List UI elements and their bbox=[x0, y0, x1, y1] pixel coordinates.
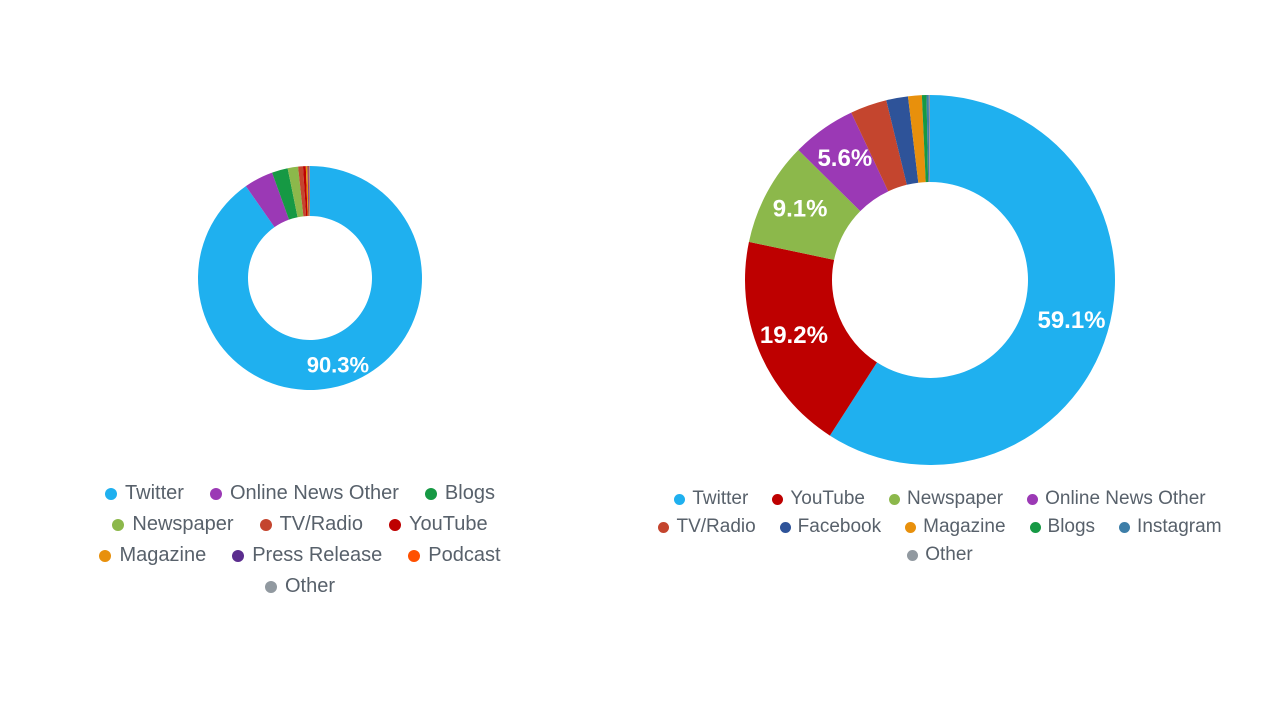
legend-item-label: Press Release bbox=[252, 544, 383, 566]
donut-slice[interactable] bbox=[926, 95, 930, 183]
legend-color-dot-icon bbox=[1027, 493, 1039, 505]
slice-percentage-label: 19.2% bbox=[760, 322, 828, 349]
donut-slice[interactable] bbox=[748, 150, 861, 260]
legend-color-dot-icon bbox=[779, 521, 791, 533]
legend-item-label: Online News Other bbox=[1045, 488, 1206, 509]
legend-item[interactable]: TV/Radio bbox=[658, 516, 756, 538]
donut-svg: 59.1% 19.2% 9.1% 5.6% bbox=[745, 95, 1115, 465]
donut-chart-panel-left: 90.3% Twitter Online News Other Blogs Newsp… bbox=[0, 0, 600, 720]
legend-item-label: Podcast bbox=[428, 544, 501, 566]
donut-svg: 90.3% bbox=[198, 166, 423, 390]
donut-slice[interactable] bbox=[886, 96, 919, 185]
legend-item[interactable]: Twitter bbox=[674, 488, 748, 510]
legend-item-label: TV/Radio bbox=[279, 513, 363, 535]
legend-item[interactable]: Blogs bbox=[424, 482, 495, 505]
donut-chart-left: 90.3% bbox=[0, 0, 620, 420]
donut-slice[interactable] bbox=[851, 100, 907, 192]
legend-item[interactable]: YouTube bbox=[772, 488, 865, 510]
legend-color-dot-icon bbox=[264, 580, 277, 593]
legend-item-label: YouTube bbox=[408, 513, 488, 535]
legend-item[interactable]: Blogs bbox=[1029, 516, 1096, 538]
donut-slice[interactable] bbox=[245, 172, 289, 228]
legend-item-label: Newspaper bbox=[907, 488, 1004, 509]
legend-color-dot-icon bbox=[772, 493, 784, 505]
slice-percentage-label: 90.3% bbox=[307, 353, 369, 378]
donut-slice[interactable] bbox=[309, 166, 310, 217]
legend-color-dot-icon bbox=[658, 521, 670, 533]
legend-item[interactable]: Newspaper bbox=[112, 513, 234, 536]
donut-slice[interactable] bbox=[272, 168, 298, 220]
legend-item-label: Other bbox=[284, 575, 336, 597]
legend-color-dot-icon bbox=[209, 487, 222, 500]
chart-legend-left: Twitter Online News Other Blogs Newspaper TV… bbox=[0, 482, 600, 598]
legend-item[interactable]: Other bbox=[264, 575, 336, 598]
donut-slice[interactable] bbox=[829, 95, 1115, 465]
legend-item[interactable]: Twitter bbox=[105, 482, 184, 505]
legend-item-label: Blogs bbox=[1047, 516, 1096, 537]
donut-chart-right: 59.1% 19.2% 9.1% 5.6% bbox=[600, 0, 1260, 495]
legend-color-dot-icon bbox=[905, 521, 917, 533]
legend-item-label: TV/Radio bbox=[676, 516, 756, 537]
legend-item-label: Other bbox=[925, 544, 973, 565]
legend-color-dot-icon bbox=[1119, 521, 1131, 533]
legend-item-label: YouTube bbox=[790, 488, 865, 509]
donut-slice[interactable] bbox=[907, 95, 926, 183]
donut-slice[interactable] bbox=[798, 112, 889, 212]
legend-color-dot-icon bbox=[408, 549, 421, 562]
legend-color-dot-icon bbox=[99, 549, 112, 562]
legend-item-label: Twitter bbox=[692, 488, 749, 509]
donut-slice[interactable] bbox=[298, 166, 307, 217]
legend-item-label: Newspaper bbox=[132, 513, 234, 535]
legend-item-label: Magazine bbox=[119, 544, 207, 566]
donut-slice[interactable] bbox=[921, 95, 929, 183]
legend-item-label: Twitter bbox=[125, 482, 184, 504]
legend-color-dot-icon bbox=[1029, 521, 1041, 533]
chart-legend-right: Twitter YouTube Newspaper Online News Other… bbox=[600, 488, 1280, 566]
legend-item[interactable]: Newspaper bbox=[889, 488, 1003, 510]
donut-slice[interactable] bbox=[198, 166, 423, 390]
legend-color-dot-icon bbox=[112, 518, 125, 531]
donut-slice[interactable] bbox=[302, 166, 308, 217]
legend-color-dot-icon bbox=[674, 493, 686, 505]
donut-chart-panel-right: 59.1% 19.2% 9.1% 5.6% Twitter YouTube Newspap… bbox=[600, 0, 1280, 720]
donut-slice[interactable] bbox=[305, 166, 309, 217]
legend-item-label: Blogs bbox=[444, 482, 495, 504]
donut-slice[interactable] bbox=[307, 166, 310, 217]
donut-slice[interactable] bbox=[745, 241, 877, 436]
slice-percentage-label: 9.1% bbox=[773, 196, 828, 223]
legend-item[interactable]: TV/Radio bbox=[259, 513, 363, 536]
legend-color-dot-icon bbox=[105, 487, 118, 500]
donut-slice[interactable] bbox=[308, 166, 310, 217]
legend-item[interactable]: Online News Other bbox=[209, 482, 399, 505]
legend-item-label: Facebook bbox=[797, 516, 882, 537]
legend-item[interactable]: Online News Other bbox=[1027, 488, 1206, 510]
legend-item[interactable]: Facebook bbox=[779, 516, 882, 538]
legend-item-label: Magazine bbox=[923, 516, 1006, 537]
legend-item[interactable]: Press Release bbox=[232, 544, 382, 567]
donut-slice[interactable] bbox=[287, 166, 304, 218]
legend-item[interactable]: Magazine bbox=[99, 544, 206, 567]
slice-percentage-label: 5.6% bbox=[817, 145, 872, 172]
legend-item[interactable]: Other bbox=[907, 544, 973, 566]
legend-item-label: Online News Other bbox=[229, 482, 399, 504]
legend-item[interactable]: Podcast bbox=[408, 544, 501, 567]
legend-color-dot-icon bbox=[889, 493, 900, 505]
legend-item[interactable]: Instagram bbox=[1119, 516, 1222, 538]
legend-color-dot-icon bbox=[388, 518, 401, 531]
donut-slice[interactable] bbox=[928, 95, 930, 183]
legend-item[interactable]: YouTube bbox=[388, 513, 488, 536]
legend-item[interactable]: Magazine bbox=[905, 516, 1006, 538]
legend-color-dot-icon bbox=[259, 518, 272, 531]
legend-item-label: Instagram bbox=[1137, 516, 1222, 537]
legend-color-dot-icon bbox=[424, 487, 437, 500]
slice-percentage-label: 59.1% bbox=[1037, 307, 1105, 334]
legend-color-dot-icon bbox=[232, 549, 245, 562]
legend-color-dot-icon bbox=[907, 549, 919, 561]
